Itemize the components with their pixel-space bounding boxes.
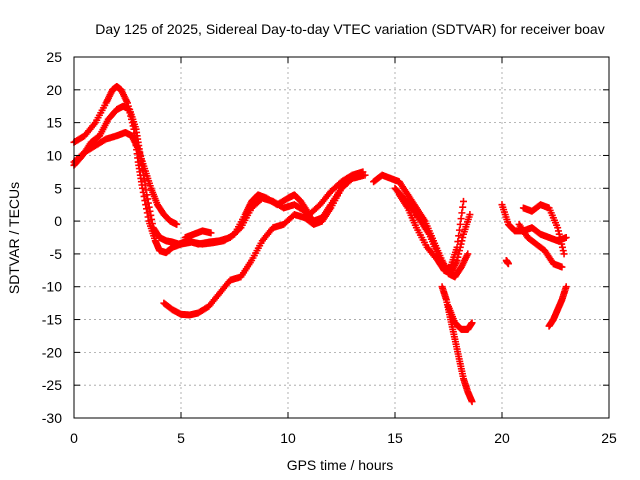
- data-point: [145, 203, 153, 211]
- x-tick-label: 25: [601, 430, 617, 446]
- y-tick-label: -20: [42, 344, 62, 360]
- data-point: [142, 186, 150, 194]
- data-point: [555, 230, 563, 238]
- data-point: [466, 211, 474, 219]
- series-track-h: [395, 191, 467, 274]
- data-point: [148, 220, 156, 228]
- data-point: [558, 243, 566, 251]
- series-track-i: [438, 283, 476, 406]
- series-track-m: [519, 201, 568, 258]
- y-tick-label: -5: [50, 246, 63, 262]
- plot-frame: [73, 56, 610, 419]
- y-axis-label: SDTVAR / TECUs: [6, 182, 22, 294]
- y-tick-label: 10: [46, 147, 62, 163]
- chart-title: Day 125 of 2025, Sidereal Day-to-day VTE…: [95, 21, 604, 37]
- series-track-c: [70, 128, 181, 228]
- data-point: [453, 243, 461, 251]
- data-point: [459, 234, 467, 241]
- y-tick-label: -15: [42, 312, 62, 328]
- y-tick-label: -10: [42, 279, 62, 295]
- data-point: [456, 220, 464, 228]
- data-point: [559, 247, 567, 255]
- data-point: [147, 211, 155, 219]
- data-point: [557, 237, 565, 245]
- data-point: [558, 240, 566, 248]
- data-point: [556, 234, 564, 241]
- data-point: [141, 181, 149, 189]
- y-tick-label: 15: [46, 115, 62, 131]
- data-point: [554, 224, 562, 232]
- data-point: [562, 283, 570, 291]
- data-point: [236, 225, 244, 233]
- x-tick-label: 10: [280, 430, 296, 446]
- data-point: [458, 237, 466, 245]
- data-point: [144, 199, 152, 207]
- axis-ticks: 0 5 10 15 20 25 -30 -25 -20 -15 -10 -5 0 5 10 15 20 25: [42, 49, 617, 446]
- data-point: [146, 207, 154, 215]
- data-point: [464, 250, 472, 258]
- data-point: [562, 234, 570, 241]
- data-point: [459, 203, 467, 211]
- y-tick-label: 20: [46, 82, 62, 98]
- data-point: [453, 256, 461, 264]
- data-point: [454, 238, 462, 246]
- data-point: [173, 220, 181, 228]
- data-point: [144, 195, 152, 203]
- x-tick-label: 5: [177, 430, 185, 446]
- series-track-b: [70, 102, 367, 248]
- x-tick-label: 15: [387, 430, 403, 446]
- series-track-n: [502, 256, 512, 268]
- y-tick-label: -30: [42, 410, 62, 426]
- y-tick-label: -25: [42, 377, 62, 393]
- series-track-e: [181, 227, 215, 241]
- data-point: [361, 171, 369, 179]
- y-tick-label: 0: [54, 213, 62, 229]
- series-track-o: [545, 283, 570, 330]
- y-tick-label: 25: [46, 49, 62, 65]
- series-track-j: [445, 302, 476, 333]
- data-point: [207, 229, 215, 237]
- series-track-d: [160, 171, 369, 319]
- data-point: [468, 398, 476, 406]
- data-point: [143, 191, 151, 199]
- data-point: [504, 260, 512, 268]
- y-tick-label: 5: [54, 180, 62, 196]
- data-point: [560, 250, 568, 258]
- data-point: [455, 232, 463, 240]
- data-marks: [70, 83, 570, 406]
- data-point: [457, 215, 465, 223]
- data-point: [455, 226, 463, 234]
- x-tick-label: 0: [70, 430, 78, 446]
- x-axis-label: GPS time / hours: [287, 457, 394, 473]
- data-point: [458, 209, 466, 217]
- data-point: [148, 215, 156, 223]
- series-track-l: [515, 220, 566, 271]
- data-point: [468, 319, 476, 327]
- x-tick-label: 20: [494, 430, 510, 446]
- data-point: [554, 227, 562, 235]
- data-point: [558, 263, 566, 271]
- data-point: [459, 197, 467, 205]
